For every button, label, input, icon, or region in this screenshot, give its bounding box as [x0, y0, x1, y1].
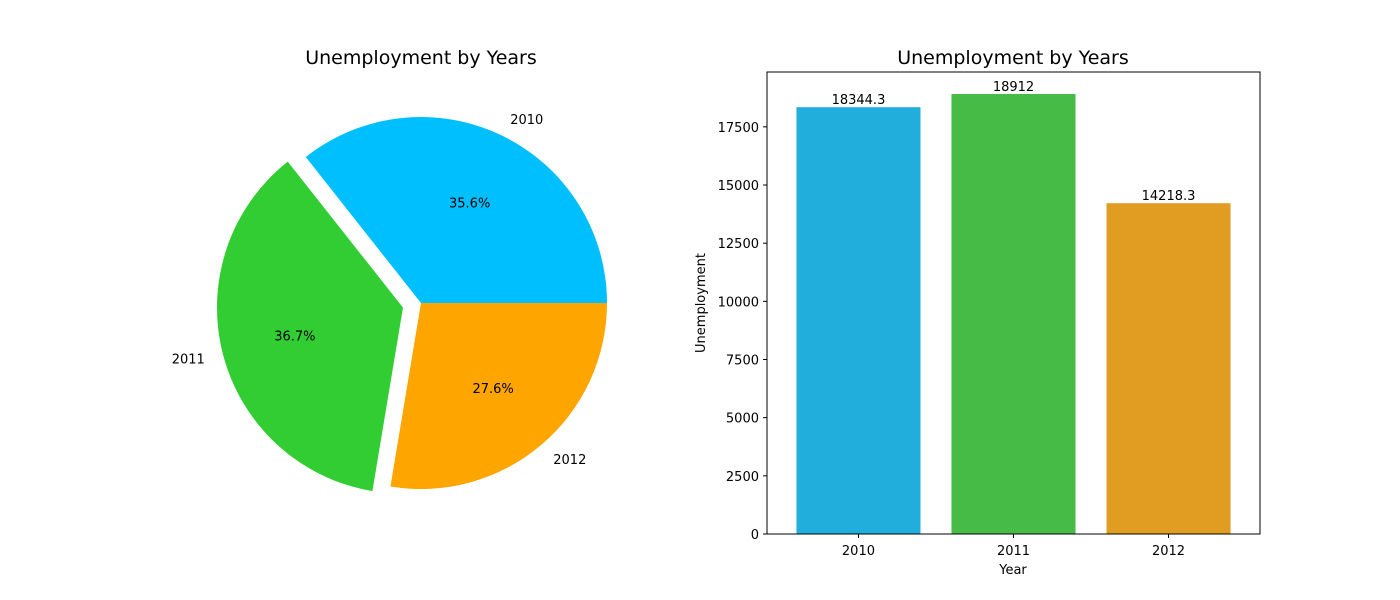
y-tick-label-5000: 5000 [726, 412, 759, 427]
bar-chart: Unemployment by Years 18344.3 18912 14218.… [694, 47, 1261, 578]
y-tick-label-0: 0 [751, 528, 759, 543]
y-tick-label-7500: 7500 [726, 354, 759, 369]
y-tick-label-15000: 15000 [718, 179, 759, 194]
pie-slice-2011 [216, 161, 403, 492]
pie-pct-label-2011: 36.7% [274, 329, 315, 344]
bar-y-axis-label: Unemployment [694, 253, 709, 353]
bar-title: Unemployment by Years [897, 47, 1129, 69]
pie-label-2011: 2011 [172, 353, 205, 368]
pie-chart: Unemployment by Years 35.6% 2010 36.7% 2011… [172, 47, 607, 492]
bar-2012 [1106, 203, 1231, 535]
x-tick-label-2011: 2011 [997, 544, 1030, 559]
pie-slice-2010 [305, 117, 607, 303]
pie-label-2012: 2012 [553, 453, 586, 468]
pie-pct-label-2012: 27.6% [472, 382, 513, 397]
pie-labels: 35.6% 2010 36.7% 2011 27.6% 2012 [172, 113, 587, 468]
bar-x-axis-label: Year [998, 563, 1027, 578]
bar-y-ticks: 0 2500 5000 7500 10000 12500 15000 17500 [718, 121, 767, 543]
y-tick-label-2500: 2500 [726, 470, 759, 485]
pie-pct-label-2010: 35.6% [449, 197, 490, 212]
bar-2011 [951, 94, 1076, 534]
bar-value-label-2012: 14218.3 [1142, 189, 1196, 204]
x-tick-label-2010: 2010 [842, 544, 875, 559]
pie-label-2010: 2010 [510, 113, 543, 128]
pie-slices [216, 117, 607, 492]
x-tick-label-2012: 2012 [1152, 544, 1185, 559]
pie-title: Unemployment by Years [305, 47, 537, 69]
bar-x-ticks: 2010 2011 2012 [842, 534, 1185, 559]
bar-bars [796, 94, 1231, 535]
bar-value-labels: 18344.3 18912 14218.3 [832, 80, 1196, 204]
y-tick-label-17500: 17500 [718, 121, 759, 136]
bar-value-label-2011: 18912 [993, 80, 1034, 95]
bar-value-label-2010: 18344.3 [832, 93, 886, 108]
y-tick-label-10000: 10000 [718, 295, 759, 310]
bar-2010 [796, 107, 921, 534]
y-tick-label-12500: 12500 [718, 237, 759, 252]
pie-slice-2012 [390, 303, 607, 489]
